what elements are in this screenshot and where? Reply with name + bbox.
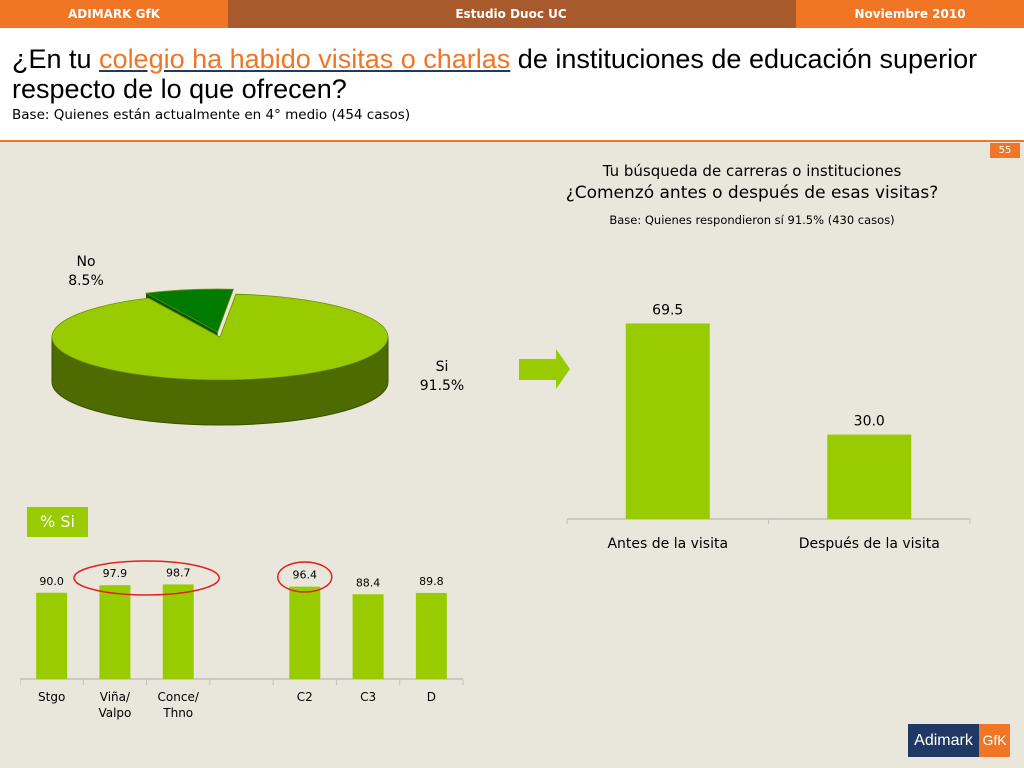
title-suffix: de instituciones de educación superior r…	[12, 44, 978, 104]
title-highlight: colegio ha habido visitas o charlas	[99, 44, 511, 74]
right-bar-chart: 69.5 Antes de la visita 30.0 Después de la …	[566, 302, 971, 552]
bottom-category-label: C3	[360, 690, 376, 704]
header-left-label: ADIMARK GfK	[0, 0, 228, 28]
bottom-bar	[162, 584, 194, 679]
pie-label-no-value: 8.5%	[68, 273, 104, 289]
bottom-category-label: C2	[297, 690, 313, 704]
header-bar: ADIMARK GfK Estudio Duoc UC Noviembre 20…	[0, 0, 1024, 28]
bottom-bar-value-label: 97.9	[103, 567, 128, 580]
slide-base-note: Base: Quienes están actualmente en 4° me…	[12, 107, 411, 123]
bottom-category-label: Viña/	[100, 690, 131, 704]
header-right-label: Noviembre 2010	[796, 0, 1024, 28]
pie-slice-no	[144, 288, 234, 333]
bottom-bar-value-label: 89.8	[419, 575, 444, 588]
right-bar	[827, 434, 912, 519]
pie-label-si-name: Si	[435, 359, 449, 375]
highlight-ellipse	[73, 560, 220, 596]
pie-slice-si	[51, 293, 389, 381]
right-chart-subtitle: ¿Comenzó antes o después de esas visitas…	[565, 183, 939, 203]
pie-label-no-name: No	[76, 254, 96, 270]
arrow-icon	[519, 349, 570, 389]
slide-title: ¿En tu colegio ha habido visitas o charl…	[12, 44, 1012, 104]
bottom-category-label: D	[427, 690, 436, 704]
header-center-label: Estudio Duoc UC	[230, 0, 792, 28]
title-prefix: ¿En tu	[12, 44, 100, 74]
pct-si-badge: % Si	[27, 507, 88, 537]
pie-label-si-value: 91.5%	[419, 378, 465, 394]
right-bar-value-label: 69.5	[652, 302, 683, 318]
bottom-bar-chart: 90.0 Stgo 97.9 Viña/Valpo 98.7 Conce/Thno 96.4…	[20, 560, 464, 720]
bottom-bar	[415, 592, 447, 679]
title-area: ¿En tu colegio ha habido visitas o charl…	[0, 28, 1024, 142]
highlight-ellipse	[277, 561, 333, 593]
bottom-bar-value-label: 98.7	[166, 566, 191, 579]
right-bar-value-label: 30.0	[854, 414, 885, 430]
bottom-bar-value-label: 96.4	[293, 569, 318, 582]
bottom-category-label: Stgo	[38, 690, 65, 704]
pie-chart	[51, 288, 389, 426]
bottom-category-label: Valpo	[98, 706, 131, 720]
pie-label-si: Si 91.5%	[412, 358, 472, 396]
right-category-label: Después de la visita	[799, 536, 940, 552]
bottom-category-label: Thno	[162, 706, 193, 720]
right-bar	[625, 323, 710, 519]
right-category-label: Antes de la visita	[607, 536, 728, 552]
bottom-bar	[352, 594, 384, 679]
right-chart-title: Tu búsqueda de carreras o instituciones	[602, 162, 902, 180]
pie-label-no: No 8.5%	[58, 253, 114, 291]
bottom-bar-value-label: 88.4	[356, 576, 381, 589]
logo-adimark: Adimark	[908, 724, 979, 757]
bottom-bar	[36, 592, 68, 679]
bottom-category-label: Conce/	[158, 690, 200, 704]
adimark-gfk-logo: Adimark GfK	[908, 724, 1010, 757]
page-number: 55	[990, 143, 1020, 158]
right-chart-base: Base: Quienes respondieron sí 91.5% (430…	[609, 213, 895, 227]
bottom-bar	[289, 586, 321, 679]
logo-gfk: GfK	[979, 724, 1010, 757]
bottom-bar	[99, 585, 131, 679]
bottom-bar-value-label: 90.0	[39, 575, 64, 588]
